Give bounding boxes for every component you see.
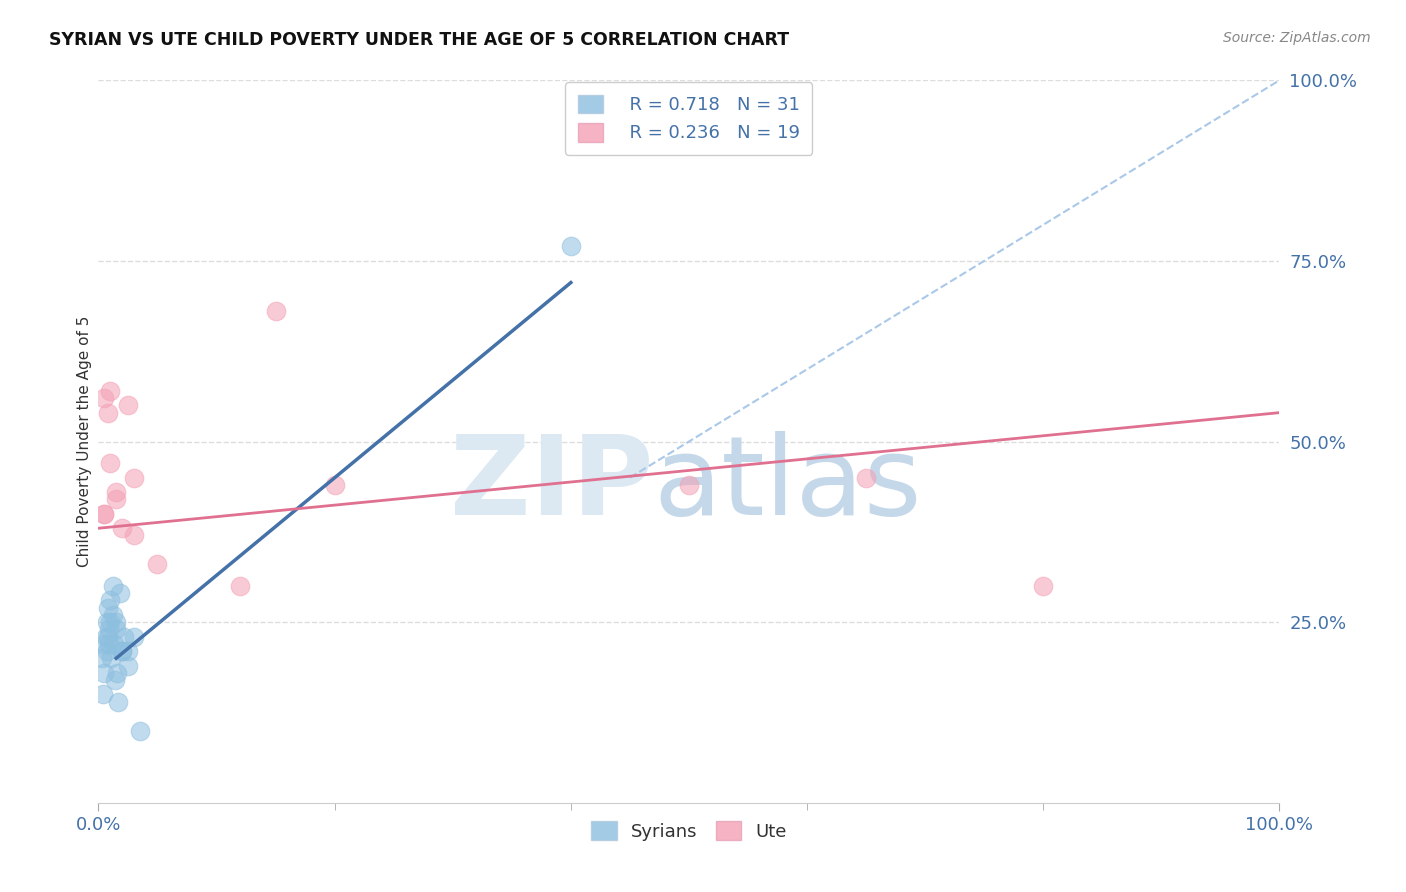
Point <box>117 658 139 673</box>
Point <box>97 600 120 615</box>
Point <box>93 391 115 405</box>
Point <box>96 615 118 630</box>
Point <box>1032 579 1054 593</box>
Point <box>108 586 131 600</box>
Point <box>93 507 115 521</box>
Point <box>96 644 118 658</box>
Point <box>122 471 145 485</box>
Point <box>105 665 128 680</box>
Point <box>91 651 114 665</box>
Text: ZIP: ZIP <box>450 432 654 539</box>
Text: Source: ZipAtlas.com: Source: ZipAtlas.com <box>1223 31 1371 45</box>
Point <box>107 695 129 709</box>
Point <box>103 637 125 651</box>
Point <box>111 644 134 658</box>
Point <box>98 456 121 470</box>
Point <box>111 644 134 658</box>
Point <box>93 507 115 521</box>
Point <box>97 406 120 420</box>
Text: SYRIAN VS UTE CHILD POVERTY UNDER THE AGE OF 5 CORRELATION CHART: SYRIAN VS UTE CHILD POVERTY UNDER THE AG… <box>49 31 789 49</box>
Point <box>93 665 115 680</box>
Point <box>101 607 124 622</box>
Point <box>112 630 135 644</box>
Point <box>146 558 169 572</box>
Point <box>105 485 128 500</box>
Point <box>122 630 145 644</box>
Text: atlas: atlas <box>654 432 922 539</box>
Point <box>117 644 139 658</box>
Point <box>98 384 121 398</box>
Y-axis label: Child Poverty Under the Age of 5: Child Poverty Under the Age of 5 <box>77 316 91 567</box>
Point <box>122 528 145 542</box>
Point <box>323 478 346 492</box>
Point <box>101 579 124 593</box>
Point <box>98 615 121 630</box>
Point <box>93 637 115 651</box>
Point <box>98 593 121 607</box>
Point <box>678 478 700 492</box>
Point <box>91 687 114 701</box>
Legend: Syrians, Ute: Syrians, Ute <box>583 814 794 848</box>
Point <box>100 651 122 665</box>
Point <box>105 492 128 507</box>
Point <box>117 398 139 412</box>
Point <box>855 471 877 485</box>
Point <box>97 630 120 644</box>
Point <box>111 521 134 535</box>
Point <box>264 304 287 318</box>
Point <box>104 673 127 687</box>
Point <box>560 239 582 253</box>
Point <box>105 623 128 637</box>
Point <box>98 637 121 651</box>
Point <box>105 615 128 630</box>
Point <box>128 723 150 738</box>
Point <box>98 623 121 637</box>
Point <box>94 630 117 644</box>
Point <box>229 579 252 593</box>
